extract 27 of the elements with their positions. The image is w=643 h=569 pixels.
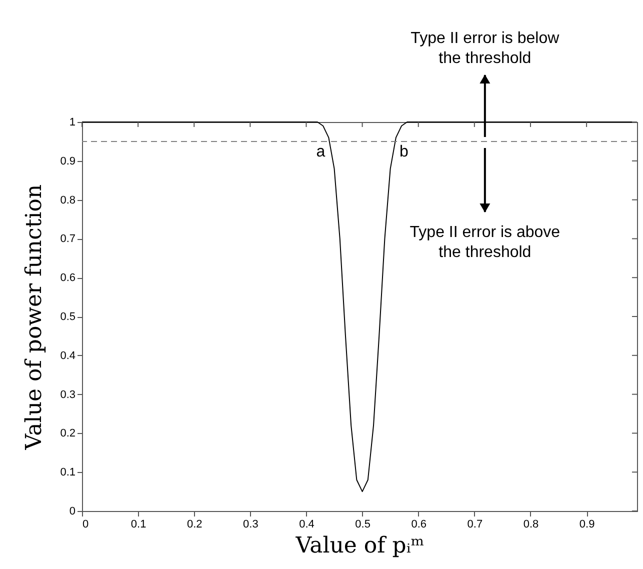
y-axis-title: Value of power function <box>22 184 48 451</box>
y-tick-label: 0 <box>69 506 76 518</box>
x-tick-label: 0.3 <box>243 518 258 530</box>
y-tick-label: 0.6 <box>60 272 76 284</box>
y-tick-label: 0.4 <box>60 350 76 362</box>
annotation: Type II error is above the threshold <box>410 224 560 261</box>
annotation: b <box>399 143 408 160</box>
x-tick-label: 0.7 <box>467 518 483 530</box>
x-tick-label: 0.8 <box>523 518 539 530</box>
x-tick-label: 0.1 <box>130 518 146 530</box>
y-tick-label: 0.8 <box>60 194 76 206</box>
y-tick-label: 0.3 <box>60 388 76 401</box>
y-tick-label: 0.5 <box>60 311 76 323</box>
y-tick-label: 0.7 <box>60 233 76 246</box>
y-tick-label: 0.1 <box>60 466 76 479</box>
x-tick-label: 0.4 <box>299 518 314 530</box>
x-axis-title: Value of pᵢᵐ <box>294 534 424 558</box>
y-tick-label: 1 <box>69 116 76 128</box>
text: Type II error is below the threshold <box>410 30 560 67</box>
x-tick-label: 0.5 <box>355 518 370 530</box>
x-tick-label: 0 <box>82 518 89 530</box>
annotation: a <box>316 143 326 160</box>
y-tick-label: 0.2 <box>60 428 76 440</box>
x-tick-label: 0.2 <box>186 518 202 530</box>
y-tick-label: 0.9 <box>60 155 76 168</box>
x-tick-label: 0.6 <box>411 518 427 530</box>
x-tick-label: 0.9 <box>579 518 595 530</box>
